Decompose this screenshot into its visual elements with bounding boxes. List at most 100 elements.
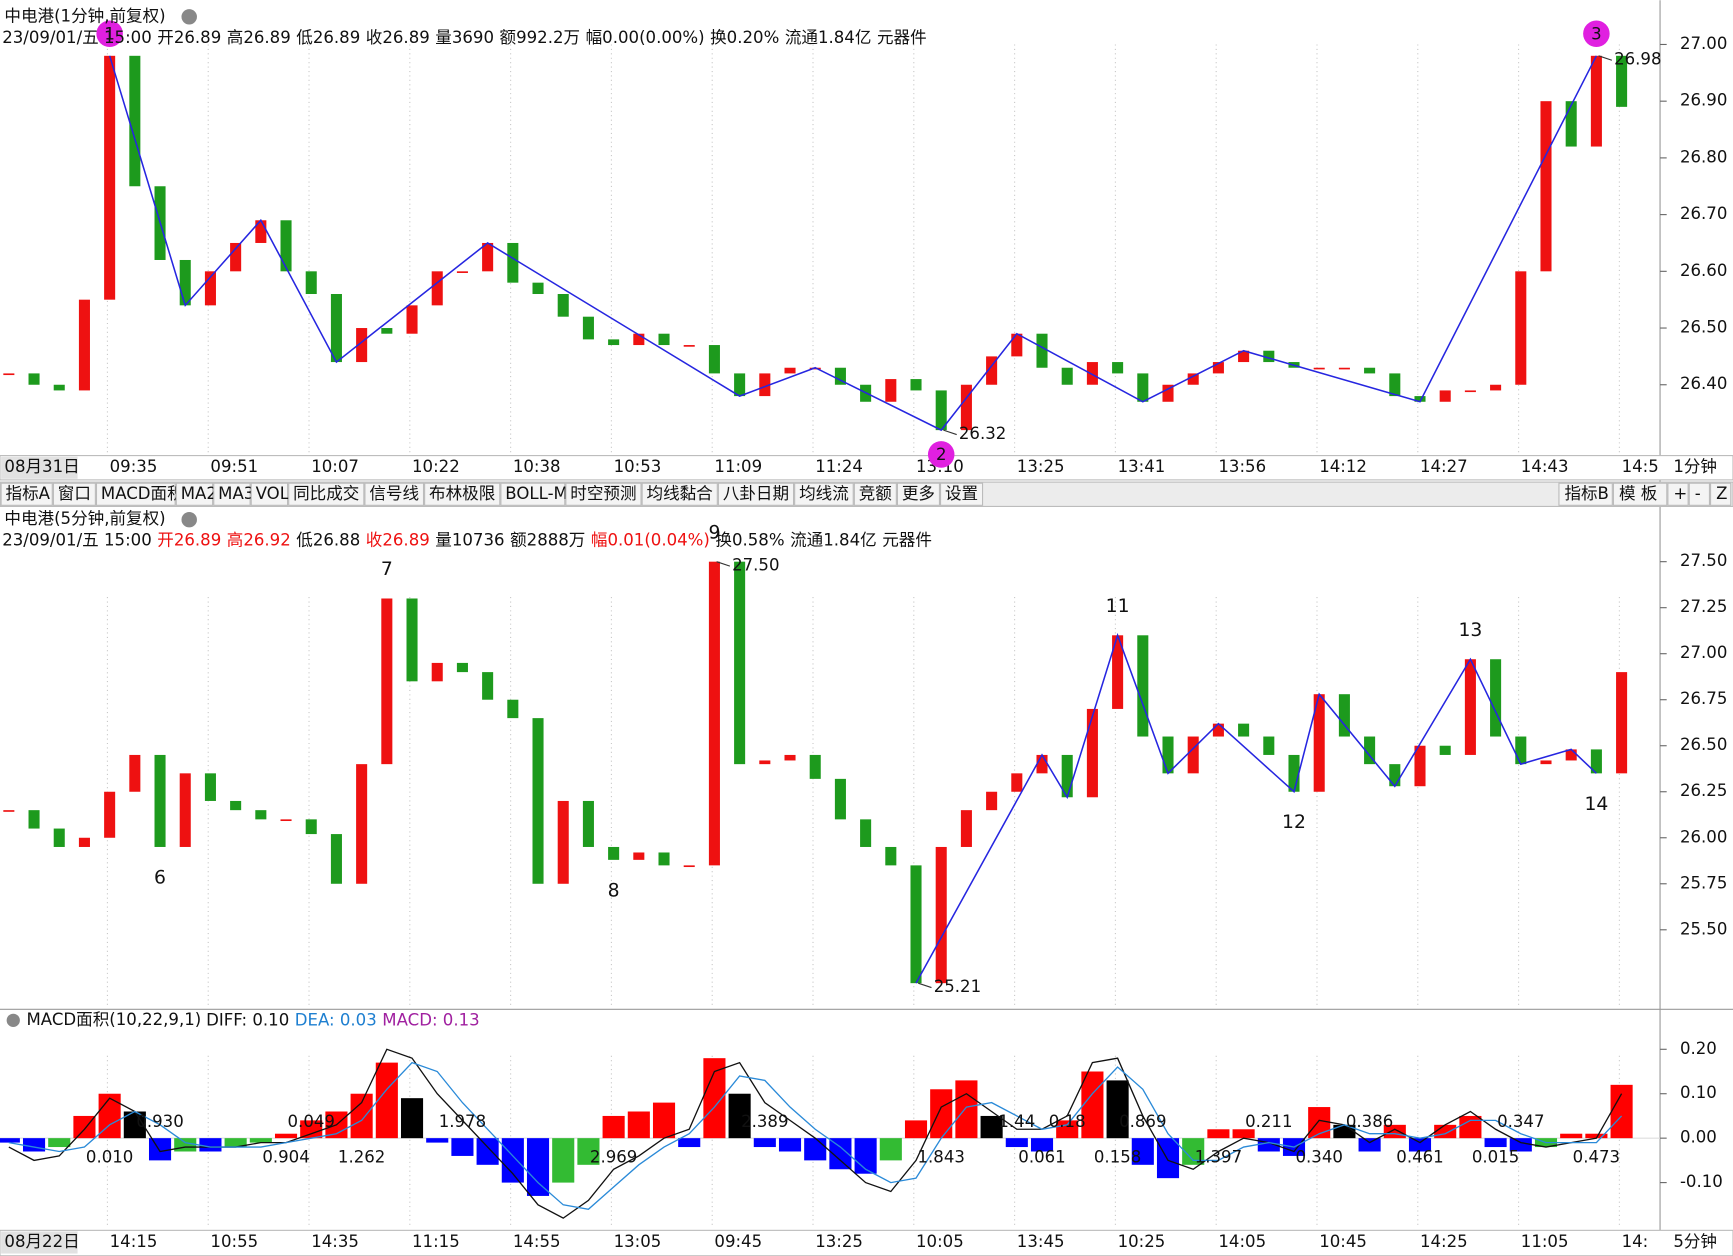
toolbar-label[interactable]: 设置 (945, 484, 978, 503)
candle (280, 220, 292, 272)
toolbar-label[interactable]: 模 板 (1619, 484, 1657, 503)
toolbar-button[interactable] (52, 482, 96, 506)
toolbar-label[interactable]: BOLL-M (505, 484, 568, 503)
panel-title: MACD面积(10,22,9,1) (27, 1010, 202, 1029)
macd-bar (1182, 1138, 1205, 1165)
toolbar-button[interactable] (794, 482, 854, 506)
candle (759, 373, 771, 397)
candle (204, 773, 216, 801)
candle (255, 220, 267, 243)
info-line: 23/09/01/五 15:00 开26.89 高26.92 低26.88 收26.89… (2, 530, 932, 549)
toolbar-button[interactable] (1667, 482, 1689, 506)
toolbar-button[interactable] (1612, 482, 1668, 506)
toolbar-label[interactable]: 同比成交 (293, 484, 359, 503)
toolbar-button[interactable] (1558, 482, 1613, 506)
candle (406, 305, 418, 334)
macd-bar (955, 1080, 978, 1139)
candle (356, 328, 368, 363)
info-item: 开26.89 (157, 27, 221, 46)
area-label: 0.473 (1573, 1148, 1620, 1167)
macd-bar (627, 1111, 650, 1139)
candle (1616, 672, 1628, 774)
x-tick-label: 13:56 (1218, 457, 1266, 476)
candle (759, 760, 771, 765)
toolbar-button[interactable] (1710, 482, 1732, 506)
x-tick-label: 13:41 (1118, 457, 1166, 476)
candle (910, 865, 922, 984)
toolbar-label[interactable]: 竞额 (859, 484, 893, 503)
toolbar-label[interactable]: 时空预测 (570, 484, 636, 503)
x-tick-label: 10:05 (916, 1232, 964, 1251)
toolbar-label[interactable]: 指标B (1564, 484, 1609, 503)
candle (1187, 373, 1199, 385)
collapse-icon[interactable] (181, 511, 197, 528)
toolbar-label[interactable]: 信号线 (369, 484, 419, 503)
toolbar-label[interactable]: 八卦日期 (723, 484, 789, 503)
candle (582, 316, 594, 340)
toolbar-button[interactable] (0, 482, 53, 506)
toolbar-label[interactable]: 布林极限 (429, 484, 495, 503)
toolbar-label[interactable]: MACD面积 (101, 484, 184, 503)
marker-circle (1583, 20, 1610, 47)
candle (431, 271, 443, 306)
toolbar-label[interactable]: MA3 (218, 484, 254, 503)
collapse-icon[interactable] (181, 9, 197, 25)
toolbar-button[interactable] (250, 482, 289, 506)
date-box (1, 456, 78, 479)
macd-bar (854, 1138, 877, 1174)
macd-bar (778, 1138, 802, 1152)
toolbar-button[interactable] (500, 482, 566, 506)
candle (986, 791, 998, 811)
toolbar-label[interactable]: Z (1716, 484, 1727, 503)
info-item: 换0.20% (710, 27, 779, 46)
macd-bar (300, 1120, 323, 1139)
macd-bar (1106, 1080, 1129, 1139)
toolbar-button[interactable] (1688, 482, 1711, 506)
area-label: 0.347 (1497, 1112, 1544, 1131)
toolbar-button[interactable] (364, 482, 425, 506)
toolbar-button[interactable] (175, 482, 214, 506)
toolbar-label[interactable]: 窗口 (58, 484, 91, 503)
info-item: 23/09/01/五 15:00 (2, 27, 152, 46)
candle (935, 846, 947, 984)
toolbar-button[interactable] (717, 482, 795, 506)
x-tick-label: 09:45 (714, 1232, 762, 1251)
toolbar-button[interactable] (896, 482, 940, 506)
info-line: 23/09/01/五 15:00 开26.89 高26.89 低26.89 收26.89… (2, 27, 926, 46)
toolbar-label[interactable]: + (1673, 484, 1687, 503)
y-tick-label: 26.60 (1680, 261, 1727, 280)
panel-title: 中电港(1分钟,前复权) (4, 6, 165, 25)
toolbar-label[interactable]: 更多 (902, 484, 935, 503)
toolbar-label[interactable]: 均线流 (799, 484, 849, 503)
macd-bar (400, 1098, 424, 1139)
toolbar-button[interactable] (565, 482, 642, 506)
candle (1263, 350, 1275, 363)
toolbar-button[interactable] (939, 482, 984, 506)
toolbar-label[interactable]: 均线黏合 (647, 484, 714, 503)
info-item: 额992.2万 (500, 27, 581, 46)
toolbar-label[interactable]: MA2 (181, 484, 217, 503)
toolbar-button[interactable] (424, 482, 501, 506)
candle (784, 367, 796, 374)
toolbar-button[interactable] (853, 482, 897, 506)
toolbar-label[interactable]: 指标A (6, 484, 51, 503)
toolbar-label[interactable]: VOL (256, 484, 290, 503)
candle (935, 390, 947, 431)
toolbar-button[interactable] (641, 482, 718, 506)
toolbar-label[interactable]: - (1695, 484, 1701, 503)
candle (1036, 333, 1048, 368)
collapse-icon[interactable] (6, 1013, 20, 1027)
toolbar-button[interactable] (213, 482, 251, 506)
x-tick-label: 14:12 (1319, 457, 1367, 476)
info-item: DEA: 0.03 (295, 1010, 377, 1029)
macd-bar (1232, 1129, 1255, 1139)
macd-bar (1509, 1138, 1532, 1152)
annotation-arrow (716, 561, 731, 567)
macd-bar (48, 1138, 71, 1148)
candle (1490, 659, 1502, 737)
toolbar-button[interactable] (288, 482, 365, 506)
toolbar-button[interactable] (95, 482, 176, 506)
info-item: 流通1.84亿 (785, 27, 872, 46)
macd-bar (174, 1138, 197, 1152)
candle (1464, 390, 1476, 393)
